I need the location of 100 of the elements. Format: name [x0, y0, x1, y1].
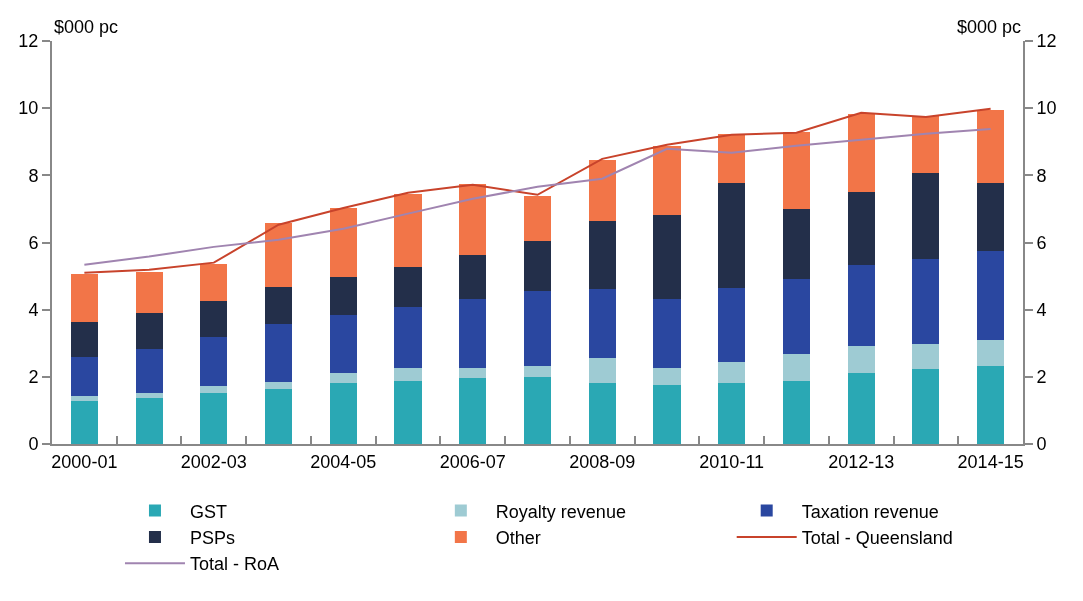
bar	[977, 182, 1005, 251]
bar	[782, 380, 811, 444]
bar	[329, 373, 357, 383]
y2-tick-label: 4	[1036, 299, 1047, 320]
bar	[653, 214, 681, 299]
bar	[329, 276, 357, 315]
legend-label: Other	[495, 527, 541, 548]
bar	[264, 286, 293, 324]
bar	[459, 298, 487, 368]
bar	[394, 367, 422, 381]
bar	[523, 290, 552, 366]
bar	[912, 115, 940, 173]
bar	[394, 306, 422, 368]
bar	[588, 220, 616, 289]
bar	[782, 278, 811, 354]
y2-axis-title: $000 pc	[957, 17, 1022, 37]
bar	[200, 392, 228, 444]
bar	[977, 365, 1005, 444]
bar	[135, 348, 163, 393]
x-tick-label: 2002-03	[180, 451, 247, 472]
bar	[718, 287, 746, 362]
y2-tick-label: 0	[1036, 434, 1047, 455]
bar	[70, 400, 98, 444]
legend-label: Total - Queensland	[801, 527, 953, 548]
bar	[70, 321, 98, 357]
bar	[329, 314, 357, 374]
bar	[523, 195, 552, 241]
bar	[459, 254, 487, 299]
bar	[394, 380, 422, 444]
y2-tick-label: 8	[1036, 165, 1047, 186]
bar	[394, 266, 422, 307]
bar	[977, 109, 1005, 183]
bar	[264, 223, 293, 287]
bar	[718, 133, 746, 183]
x-tick-label: 2000-01	[51, 451, 118, 472]
x-tick-label: 2014-15	[957, 451, 1024, 472]
bar	[718, 182, 746, 288]
bar	[847, 264, 875, 346]
bar	[523, 376, 552, 444]
bar	[588, 288, 616, 358]
bar	[459, 377, 487, 444]
bar	[653, 298, 681, 368]
bar	[782, 131, 811, 209]
bar	[847, 372, 875, 444]
y-tick-label: 12	[18, 31, 39, 52]
y-axis-title: $000 pc	[54, 17, 119, 37]
bar	[70, 396, 98, 401]
bar	[135, 397, 163, 444]
bar	[264, 388, 293, 444]
bar	[782, 208, 811, 279]
bar	[977, 339, 1005, 366]
x-tick-label: 2006-07	[439, 451, 506, 472]
bar	[459, 367, 487, 378]
line-series	[83, 107, 992, 274]
bar	[264, 323, 293, 382]
legend-label: PSPs	[189, 527, 235, 548]
bar	[912, 368, 940, 444]
x-tick-label: 2012-13	[828, 451, 895, 472]
bar	[329, 207, 357, 277]
bar	[523, 365, 552, 377]
bar	[718, 382, 746, 444]
bar	[977, 250, 1005, 340]
bar	[847, 113, 875, 192]
y-tick-label: 10	[18, 98, 39, 119]
y-tick-label: 8	[28, 165, 39, 186]
bar	[200, 300, 228, 337]
line-series	[83, 127, 992, 266]
y-tick-label: 4	[28, 299, 39, 320]
bar	[718, 361, 746, 383]
y2-tick-label: 10	[1036, 98, 1057, 119]
legend-label: Royalty revenue	[495, 501, 626, 522]
bar	[847, 191, 875, 265]
bar	[588, 382, 616, 444]
bar	[588, 357, 616, 383]
y-tick-label: 2	[28, 367, 39, 388]
legend-label: Taxation revenue	[801, 501, 939, 522]
legend-label: GST	[189, 501, 227, 522]
bar	[653, 367, 681, 385]
bar	[459, 183, 487, 255]
bar	[523, 240, 552, 291]
bar	[135, 312, 163, 349]
bar	[653, 384, 681, 444]
x-tick-label: 2004-05	[310, 451, 377, 472]
bar	[70, 356, 98, 397]
y2-tick-label: 6	[1036, 232, 1047, 253]
legend-label: Total - RoA	[189, 554, 280, 575]
bar	[264, 381, 293, 389]
bar	[782, 353, 811, 381]
y2-tick-label: 2	[1036, 367, 1047, 388]
bar	[394, 193, 422, 267]
bar	[70, 273, 98, 322]
y-tick-label: 0	[28, 434, 39, 455]
bar	[653, 145, 681, 215]
bar	[847, 345, 875, 373]
x-tick-label: 2010-11	[699, 451, 765, 472]
bar	[200, 385, 228, 393]
y2-tick-label: 12	[1036, 31, 1057, 52]
bar	[135, 271, 163, 313]
x-tick-label: 2008-09	[569, 451, 636, 472]
bar	[912, 343, 940, 369]
